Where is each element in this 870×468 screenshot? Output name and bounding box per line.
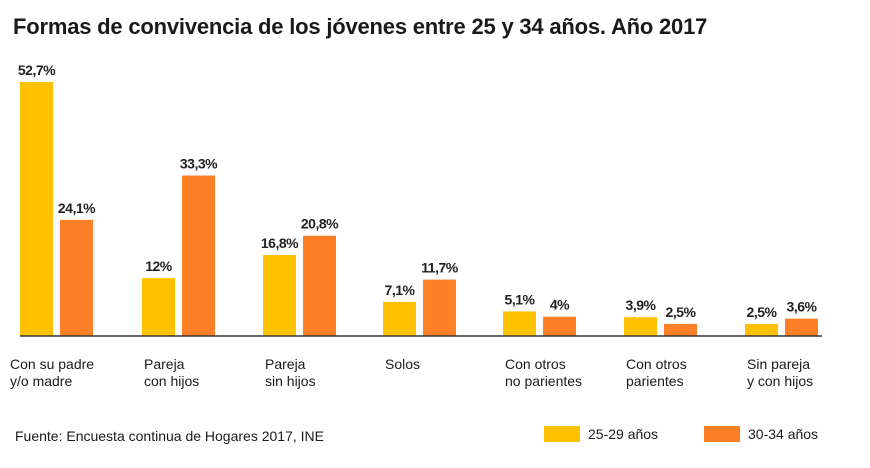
- chart-title: Formas de convivencia de los jóvenes ent…: [13, 14, 708, 39]
- category-label-5: Con otros parientes: [626, 356, 687, 390]
- bar-25-29-a-os-2: [263, 255, 296, 336]
- bar-30-34-a-os-6: [785, 318, 818, 336]
- legend-label-25-29: 25-29 años: [588, 426, 659, 442]
- category-label-0: Con su padre y/o madre: [10, 356, 94, 390]
- bar-25-29-a-os-5: [624, 317, 657, 336]
- category-label-line: sin hijos: [265, 373, 316, 389]
- category-label-line: y con hijos: [747, 373, 814, 389]
- value-labels-group: 52,7% 12% 16,8% 7,1% 5,1% 3,9% 2,5% 24,1% 33,3% 2…: [18, 62, 818, 320]
- legend-label-30-34: 30-34 años: [748, 426, 819, 442]
- legend-item-25-29: 25-29 años: [544, 426, 658, 442]
- category-label-3: Solos: [385, 356, 420, 373]
- category-label-2: Pareja sin hijos: [265, 356, 316, 390]
- data-label-30-34-a-os-0: 24,1%: [58, 200, 96, 216]
- category-label-line: Pareja: [144, 356, 185, 372]
- category-label-line: con hijos: [144, 373, 200, 389]
- data-label-25-29-a-os-3: 7,1%: [385, 282, 416, 298]
- category-label-line: Pareja: [265, 356, 306, 372]
- category-label-line: Solos: [385, 356, 421, 372]
- data-label-30-34-a-os-6: 3,6%: [787, 299, 818, 315]
- data-label-25-29-a-os-5: 3,9%: [626, 297, 657, 313]
- bar-30-34-a-os-1: [182, 175, 215, 336]
- bar-25-29-a-os-3: [383, 301, 416, 336]
- data-label-30-34-a-os-2: 20,8%: [301, 216, 339, 232]
- category-label-1: Pareja con hijos: [144, 356, 199, 390]
- bar-25-29-a-os-4: [503, 311, 536, 336]
- bar-30-34-a-os-4: [543, 316, 576, 336]
- legend-swatch-30-34: [704, 426, 740, 442]
- bars-group: [20, 82, 818, 336]
- bar-30-34-a-os-0: [60, 219, 93, 336]
- bar-25-29-a-os-1: [142, 278, 175, 336]
- data-label-25-29-a-os-4: 5,1%: [505, 291, 536, 307]
- category-label-6: Sin pareja y con hijos: [747, 356, 813, 390]
- bar-25-29-a-os-0: [20, 82, 53, 336]
- data-label-30-34-a-os-1: 33,3%: [180, 156, 218, 172]
- category-label-line: no parientes: [505, 373, 583, 389]
- category-label-4: Con otros no parientes: [505, 356, 582, 390]
- data-label-25-29-a-os-6: 2,5%: [747, 304, 778, 320]
- category-label-line: Con otros: [626, 356, 687, 372]
- legend-item-30-34: 30-34 años: [704, 426, 818, 442]
- bar-30-34-a-os-2: [303, 235, 336, 336]
- data-label-30-34-a-os-5: 2,5%: [666, 304, 697, 320]
- data-label-25-29-a-os-1: 12%: [145, 258, 173, 274]
- bar-30-34-a-os-5: [664, 323, 697, 336]
- data-label-30-34-a-os-3: 11,7%: [421, 260, 458, 276]
- data-label-25-29-a-os-0: 52,7%: [18, 62, 56, 78]
- category-label-line: y/o madre: [10, 373, 73, 389]
- category-label-line: Con otros: [505, 356, 566, 372]
- category-label-line: Sin pareja: [747, 356, 811, 372]
- category-label-line: Con su padre: [10, 356, 95, 372]
- bar-25-29-a-os-6: [745, 323, 778, 336]
- data-label-30-34-a-os-4: 4%: [550, 297, 570, 313]
- source-note: Fuente: Encuesta continua de Hogares 201…: [15, 428, 324, 444]
- bar-30-34-a-os-3: [423, 279, 456, 336]
- legend-swatch-25-29: [544, 426, 580, 442]
- data-label-25-29-a-os-2: 16,8%: [261, 235, 299, 251]
- category-label-line: parientes: [626, 373, 684, 389]
